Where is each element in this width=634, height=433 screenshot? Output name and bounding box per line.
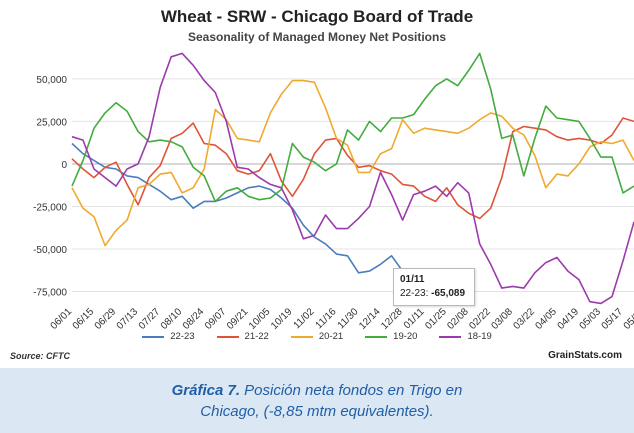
- y-tick-label: -25,000: [33, 202, 67, 213]
- x-tick-label: 03/08: [489, 306, 515, 332]
- x-tick-label: 10/19: [269, 306, 295, 332]
- figure-caption: Gráfica 7. Posición neta fondos en Trigo…: [0, 380, 634, 422]
- x-tick-label: 05/17: [600, 306, 626, 332]
- x-tick-label: 08/10: [159, 306, 185, 332]
- legend-label: 21-22: [244, 331, 269, 342]
- series-line-21-22: [71, 117, 634, 220]
- x-tick-label: 10/05: [247, 306, 273, 332]
- x-tick-label: 11/30: [336, 306, 361, 331]
- caption-line-1: Posición neta fondos en Trigo en: [240, 382, 463, 399]
- series-line-18-19: [71, 52, 634, 305]
- legend: 22-23 21-22 20-21 19-20 18-19: [0, 331, 634, 342]
- source-note: Source: CFTC: [10, 351, 71, 361]
- series-line-20-21: [71, 79, 634, 247]
- x-tick-label: 12/14: [357, 306, 383, 332]
- x-axis-ticks: 06/0106/1506/2907/1307/2708/1008/2409/07…: [49, 306, 634, 332]
- x-tick-label: 04/05: [534, 306, 560, 332]
- legend-label: 22-23: [170, 331, 195, 342]
- legend-item-21-22[interactable]: 21-22: [216, 331, 269, 342]
- x-tick-label: 12/28: [379, 306, 405, 332]
- tooltip: 01/11 22-23: -65,089: [393, 268, 475, 306]
- y-tick-label: -50,000: [33, 245, 67, 256]
- x-tick-label: 07/27: [137, 306, 163, 332]
- grid-lines: [72, 78, 634, 292]
- brand-link[interactable]: GrainStats.com: [548, 350, 622, 361]
- legend-label: 18-19: [467, 331, 492, 342]
- y-axis-ticks: -75,000 -50,000 -25,000 0 25,000 50,000: [33, 75, 67, 299]
- x-tick-label: 02/22: [467, 306, 493, 332]
- x-tick-label: 05/03: [578, 306, 604, 332]
- x-tick-label: 01/11: [402, 306, 427, 331]
- legend-item-20-21[interactable]: 20-21: [290, 331, 344, 342]
- legend-swatch: [142, 335, 165, 338]
- line-chart: -75,000 -50,000 -25,000 0 25,000 50,000 06/01…: [33, 52, 634, 332]
- x-tick-label: 02/08: [445, 306, 471, 332]
- chart-title: Wheat - SRW - Chicago Board of Trade: [160, 7, 474, 26]
- x-tick-label: 11/16: [314, 306, 339, 331]
- x-tick-label: 03/22: [511, 306, 537, 332]
- tooltip-date: 01/11: [400, 274, 425, 285]
- tooltip-series-label: 22-23:: [400, 288, 429, 299]
- legend-item-22-23[interactable]: 22-23: [142, 331, 195, 342]
- series-lines: [71, 52, 634, 305]
- x-tick-label: 07/13: [115, 306, 141, 332]
- legend-label: 19-20: [393, 331, 418, 342]
- caption-line-2: Chicago, (-8,85 mtm equivalentes).: [200, 403, 434, 420]
- series-line-19-20: [71, 52, 634, 203]
- x-tick-label: 06/29: [93, 306, 119, 332]
- x-tick-label: 06/01: [49, 306, 75, 332]
- y-tick-label: 25,000: [36, 117, 67, 128]
- x-tick-label: 11/02: [292, 306, 317, 331]
- tooltip-value: -65,089: [431, 288, 466, 299]
- x-tick-label: 06/15: [71, 306, 97, 332]
- y-tick-label: 0: [61, 160, 67, 171]
- series-line-22-23: [71, 142, 414, 276]
- legend-swatch: [365, 335, 388, 338]
- legend-swatch: [439, 335, 462, 338]
- legend-label: 20-21: [318, 331, 344, 342]
- x-tick-label: 01/25: [423, 306, 449, 332]
- y-tick-label: -75,000: [33, 287, 67, 298]
- x-tick-label: 09/07: [203, 306, 229, 332]
- caption-figure-label: Gráfica 7.: [171, 382, 240, 399]
- chart-panel: Wheat - SRW - Chicago Board of Trade Sea…: [0, 7, 634, 361]
- legend-item-19-20[interactable]: 19-20: [365, 331, 417, 342]
- chart-subtitle: Seasonality of Managed Money Net Positio…: [187, 30, 447, 44]
- x-tick-label: 05/31: [622, 306, 634, 332]
- caption-band: [0, 368, 634, 433]
- x-tick-label: 04/19: [556, 306, 582, 332]
- x-tick-label: 09/21: [225, 306, 251, 332]
- x-tick-label: 08/24: [181, 306, 207, 332]
- legend-swatch: [216, 335, 239, 338]
- y-tick-label: 50,000: [36, 75, 67, 86]
- legend-swatch: [290, 335, 313, 338]
- legend-item-18-19[interactable]: 18-19: [439, 331, 492, 342]
